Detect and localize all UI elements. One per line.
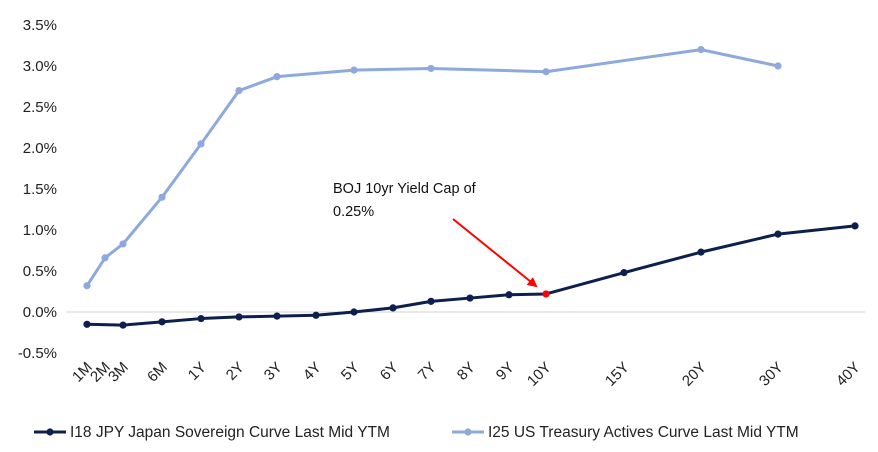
x-tick-label: 8Y xyxy=(454,359,479,384)
data-point xyxy=(235,313,243,321)
data-point xyxy=(119,240,127,248)
data-point xyxy=(620,269,628,277)
annotation-text: 0.25% xyxy=(333,204,374,220)
data-point xyxy=(505,291,513,299)
annotation: BOJ 10yr Yield Cap of 0.25% xyxy=(333,181,538,288)
x-tick-label: 30Y xyxy=(756,359,787,390)
data-point xyxy=(427,297,435,305)
y-tick-label: 3.5% xyxy=(23,17,57,34)
data-point xyxy=(427,64,435,73)
y-tick-label: 1.0% xyxy=(23,222,57,239)
y-tick-label: 0.0% xyxy=(23,304,57,321)
data-point xyxy=(235,87,243,95)
y-tick-label: 2.0% xyxy=(23,140,57,157)
y-tick-label: -0.5% xyxy=(18,345,57,362)
data-point xyxy=(312,311,320,319)
legend: I18 JPY Japan Sovereign Curve Last Mid Y… xyxy=(34,424,799,441)
x-tick-label: 6M xyxy=(144,359,171,386)
x-tick-label: 4Y xyxy=(300,359,325,384)
y-tick-label: 2.5% xyxy=(23,99,57,116)
annotation-text: BOJ 10yr Yield Cap of xyxy=(333,181,477,197)
data-point xyxy=(350,66,358,74)
y-tick-label: 3.0% xyxy=(23,58,57,75)
x-tick-label: 10Y xyxy=(524,359,555,390)
legend-label-1: I25 US Treasury Actives Curve Last Mid Y… xyxy=(488,424,799,441)
x-tick-label: 2Y xyxy=(223,359,248,384)
data-point xyxy=(466,294,474,302)
data-point xyxy=(83,320,91,328)
x-tick-label: 3M xyxy=(105,359,132,386)
series-line-1 xyxy=(85,48,780,288)
legend-marker-1 xyxy=(464,428,472,436)
data-point xyxy=(774,62,782,70)
data-point xyxy=(350,308,358,316)
y-tick-label: 0.5% xyxy=(23,263,57,280)
data-point xyxy=(542,68,550,76)
y-tick-label: 1.5% xyxy=(23,181,57,198)
data-point xyxy=(851,222,859,230)
data-point xyxy=(197,314,205,323)
x-tick-label: 6Y xyxy=(377,359,402,384)
x-tick-label: 9Y xyxy=(493,359,518,384)
data-point xyxy=(158,318,166,326)
legend-label-0: I18 JPY Japan Sovereign Curve Last Mid Y… xyxy=(70,424,390,441)
x-tick-label: 1Y xyxy=(185,359,210,384)
y-axis: -0.5% 0.0% 0.5% 1.0% 1.5% 2.0% 2.5% 3.0% 3.5% xyxy=(18,17,865,362)
data-point xyxy=(273,312,281,320)
x-tick-label: 7Y xyxy=(415,359,440,384)
data-point xyxy=(273,73,281,81)
data-point xyxy=(697,46,705,54)
data-point xyxy=(158,193,166,201)
highlighted-point xyxy=(542,290,550,298)
x-tick-label: 40Y xyxy=(833,359,864,390)
data-point xyxy=(774,230,782,238)
series-layer xyxy=(83,46,859,329)
data-point xyxy=(83,282,91,290)
series-line-0 xyxy=(85,224,857,327)
legend-marker-0 xyxy=(46,428,54,436)
x-tick-label: 3Y xyxy=(261,359,286,384)
x-tick-label: 20Y xyxy=(679,359,710,390)
x-tick-label: 15Y xyxy=(602,359,633,390)
x-tick-label: 5Y xyxy=(338,359,363,384)
data-point xyxy=(697,248,705,256)
data-point xyxy=(101,254,109,262)
data-point xyxy=(389,304,397,312)
data-point xyxy=(119,321,127,329)
data-point xyxy=(197,140,205,148)
annotation-arrow xyxy=(452,218,538,288)
